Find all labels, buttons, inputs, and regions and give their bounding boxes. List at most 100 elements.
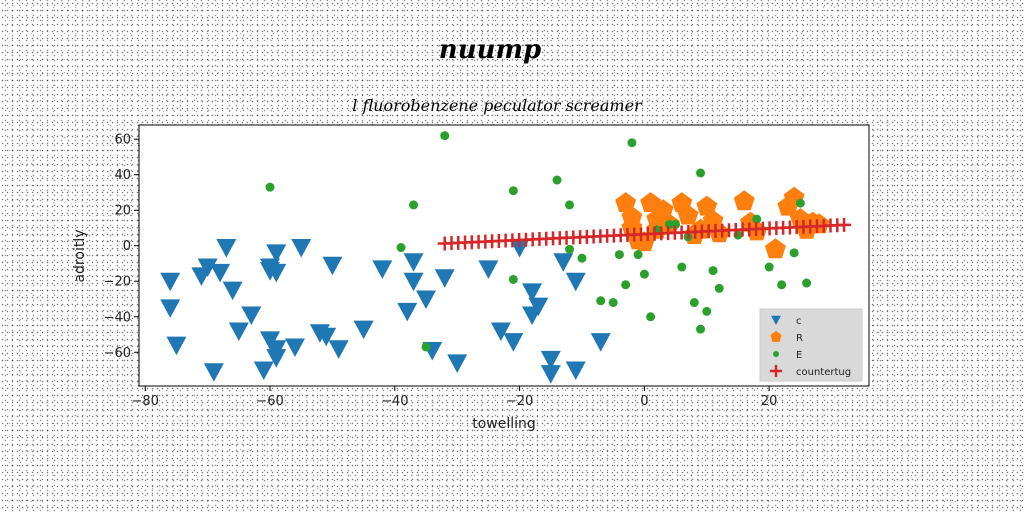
series-e-point — [565, 244, 575, 254]
series-r-point — [633, 231, 655, 252]
y-tick-label: 60 — [114, 133, 131, 148]
series-e-point — [614, 250, 624, 260]
series-c-point — [253, 361, 274, 381]
series-r-point — [764, 238, 786, 259]
legend-r-label: R — [796, 333, 803, 344]
series-c-point — [322, 256, 343, 276]
series-e-point — [565, 200, 575, 210]
series-e-point — [639, 269, 649, 279]
series-e-point — [552, 175, 562, 185]
plot-area — [138, 124, 870, 387]
series-c-point — [528, 297, 549, 317]
series-e-point — [789, 248, 799, 258]
x-tick-label: −80 — [132, 394, 159, 409]
legend-c-marker — [771, 315, 781, 325]
series-c-point — [228, 322, 249, 341]
series-r-point — [615, 192, 637, 212]
series-c-point — [372, 260, 393, 279]
series-c-point — [522, 283, 543, 302]
series-c-point — [447, 354, 468, 373]
y-tick-label: 0 — [123, 239, 131, 254]
series-c-point — [397, 302, 418, 322]
series-c-point — [416, 290, 437, 309]
series-r-point — [708, 222, 730, 243]
series-e-point — [696, 168, 706, 178]
series-c-point — [478, 260, 499, 279]
legend-c-label: c — [796, 316, 802, 327]
series-e-point — [396, 243, 406, 253]
series-c-point — [210, 263, 231, 283]
series-e-point — [627, 138, 637, 148]
series-e-point — [696, 324, 706, 334]
legend-r-marker — [770, 331, 782, 342]
series-e-point — [596, 296, 606, 306]
series-e-point — [646, 312, 656, 322]
series-countertug-point — [837, 217, 852, 232]
series-c-point — [503, 333, 524, 352]
series-c-point — [328, 340, 349, 359]
series-e-point — [608, 298, 618, 308]
series-c-point — [166, 336, 187, 356]
chart-title: l fluorobenzene peculator screamer — [352, 96, 643, 115]
series-e-point — [802, 278, 812, 288]
series-c-point — [284, 338, 305, 357]
series-e-point — [508, 186, 518, 196]
series-e-point — [752, 214, 762, 224]
series-e-point — [764, 262, 774, 272]
legend-e-marker — [773, 351, 779, 357]
series-e-point — [795, 198, 805, 208]
legend-countertug-label: countertug — [796, 367, 851, 378]
series-c-point — [197, 258, 218, 278]
series-c-point — [266, 340, 287, 359]
x-tick-label: −20 — [506, 394, 533, 409]
series-e-point — [689, 298, 699, 308]
series-c-point — [291, 239, 312, 258]
series-r-point — [677, 204, 699, 225]
series-e-point — [621, 280, 631, 290]
series-e-point — [577, 253, 587, 263]
series-c-point — [316, 327, 337, 347]
chart-suptitle: nuump — [439, 35, 541, 65]
y-tick-label: −40 — [104, 310, 131, 325]
y-tick-label: −60 — [104, 346, 131, 361]
series-c-point — [216, 239, 237, 258]
series-c-point — [241, 306, 262, 325]
legend-countertug-marker — [770, 365, 782, 377]
series-e-point — [440, 131, 450, 141]
series-c-point — [490, 322, 511, 341]
series-c-point — [403, 253, 424, 272]
series-c-point — [590, 333, 611, 352]
series-e-point — [421, 342, 431, 352]
series-e-point — [702, 306, 712, 316]
series-c-point — [203, 363, 224, 382]
series-e-point — [677, 262, 687, 272]
y-tick-label: 40 — [114, 168, 131, 183]
x-tick-label: −60 — [256, 394, 283, 409]
x-tick-label: 20 — [761, 394, 778, 409]
series-e-point — [633, 250, 643, 260]
series-c-point — [565, 272, 586, 292]
series-c-point — [565, 361, 586, 381]
series-c-point — [222, 281, 243, 301]
series-c-point — [403, 272, 424, 292]
y-axis-label: adroitly — [72, 229, 88, 282]
y-tick-label: 20 — [114, 204, 131, 219]
x-tick-label: −40 — [381, 394, 408, 409]
series-c-point — [160, 299, 181, 318]
series-c-point — [540, 365, 561, 384]
series-c-point — [266, 263, 287, 283]
x-axis-label: towelling — [472, 416, 536, 432]
series-c-point — [266, 244, 287, 263]
series-e-point — [508, 274, 518, 284]
series-r-point — [733, 190, 755, 211]
series-c-point — [353, 320, 374, 340]
series-c-point — [434, 269, 455, 288]
series-c-point — [160, 272, 181, 292]
series-e-point — [671, 219, 681, 229]
series-c-point — [509, 239, 530, 258]
series-e-point — [265, 182, 275, 192]
series-c-point — [553, 253, 574, 272]
legend-e-label: E — [796, 350, 802, 361]
